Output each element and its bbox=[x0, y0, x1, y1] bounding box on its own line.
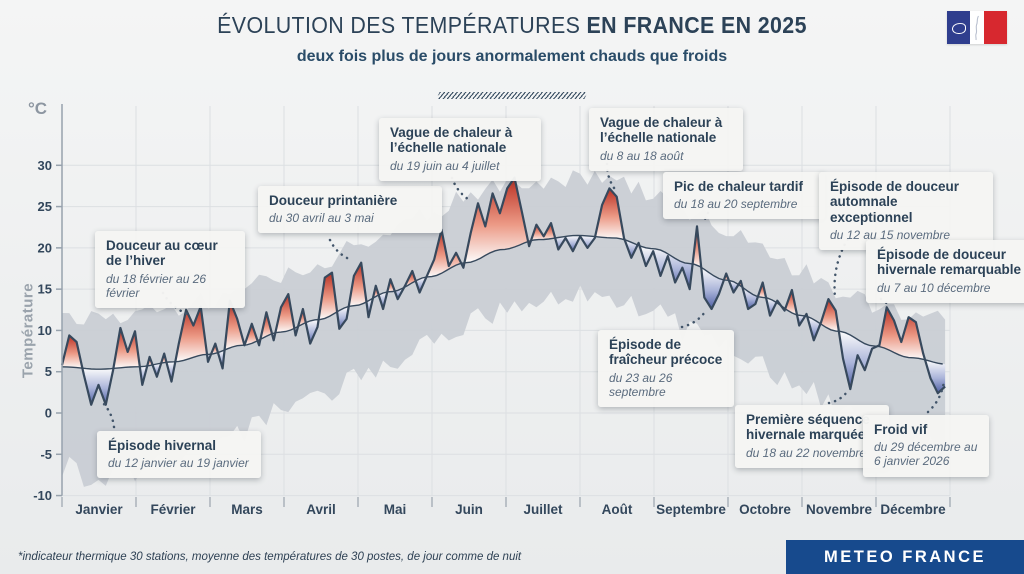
cold-anomaly-fill bbox=[807, 316, 821, 341]
axes: 30 25 20 15 10 5 0 -5 -10 Janvier Février Mars Avril… bbox=[33, 104, 951, 517]
warm-anomaly-fill bbox=[426, 229, 462, 277]
month-label: Septembre bbox=[656, 502, 726, 517]
page-title-regular: ÉVOLUTION DES TEMPÉRATURES bbox=[217, 12, 587, 38]
month-label: Novembre bbox=[806, 502, 873, 517]
cold-anomaly-fill bbox=[925, 359, 946, 394]
cold-anomaly-fill bbox=[766, 298, 777, 316]
y-tick-label: -10 bbox=[33, 488, 52, 503]
month-label: Avril bbox=[306, 502, 336, 517]
annotation-leader-sequence-hivernale bbox=[827, 390, 849, 405]
y-tick-label: 30 bbox=[38, 158, 52, 173]
marianne-profile-icon bbox=[975, 15, 979, 41]
french-government-logo bbox=[947, 11, 1007, 44]
month-label: Janvier bbox=[75, 502, 123, 517]
temperature-lines bbox=[60, 176, 946, 406]
y-tick-label: 0 bbox=[45, 406, 52, 421]
annotation-leader-fraicheur-precoce bbox=[680, 310, 707, 329]
footnote: *indicateur thermique 30 stations, moyen… bbox=[18, 551, 522, 563]
cold-anomaly-fill bbox=[838, 331, 877, 390]
annotation-leader-douceur-printaniere bbox=[328, 238, 351, 261]
warm-anomaly-fill bbox=[820, 299, 839, 332]
warm-anomaly-fill bbox=[785, 290, 797, 315]
reference-band bbox=[62, 170, 946, 487]
cold-anomaly-fill bbox=[337, 306, 349, 329]
flag-blue-block bbox=[947, 11, 970, 44]
month-label: Juillet bbox=[523, 502, 563, 517]
warm-anomaly-fill bbox=[175, 306, 207, 362]
annotation-leader-douceur-automnale bbox=[833, 232, 853, 299]
warm-anomaly-fill bbox=[692, 226, 702, 268]
daily-temperature-line bbox=[60, 176, 946, 406]
month-label: Juin bbox=[455, 502, 483, 517]
month-label: Octobre bbox=[739, 502, 791, 517]
month-label: Décembre bbox=[880, 502, 946, 517]
month-label: Mai bbox=[384, 502, 407, 517]
y-tick-label: 5 bbox=[45, 364, 52, 379]
y-tick-label: 25 bbox=[38, 199, 52, 214]
warm-anomaly-fill bbox=[464, 177, 529, 263]
annotation-leader-douceur-hivernale-dec bbox=[879, 297, 893, 306]
page-title: ÉVOLUTION DES TEMPÉRATURES EN FRANCE EN … bbox=[36, 12, 988, 39]
y-tick-label: 20 bbox=[38, 240, 52, 255]
page-title-bold: EN FRANCE EN 2025 bbox=[586, 12, 807, 38]
page-subtitle: deux fois plus de jours anormalement cha… bbox=[296, 48, 728, 65]
cold-anomaly-fill bbox=[555, 235, 596, 252]
month-label: Août bbox=[602, 502, 633, 517]
reference-band-area bbox=[62, 170, 946, 487]
warm-anomaly-fill bbox=[244, 323, 258, 346]
y-tick-label: 10 bbox=[38, 323, 52, 338]
warm-anomaly-fill bbox=[260, 312, 272, 340]
flag-red-block bbox=[984, 11, 1007, 44]
y-tick-label: 15 bbox=[38, 282, 52, 297]
annotation-leader-froid-vif bbox=[926, 379, 946, 414]
warm-anomaly-fill bbox=[62, 335, 83, 369]
marianne-silhouette bbox=[970, 11, 984, 44]
month-label: Mars bbox=[231, 502, 263, 517]
y-axis-unit: °C bbox=[28, 99, 48, 118]
meteo-france-logo: METEO FRANCE bbox=[786, 540, 1024, 574]
warm-anomaly-fill bbox=[758, 282, 767, 299]
month-label: Février bbox=[150, 502, 196, 517]
header: ÉVOLUTION DES TEMPÉRATURES EN FRANCE EN … bbox=[0, 0, 1024, 104]
y-tick-label: -5 bbox=[40, 447, 52, 462]
cold-anomaly-fill bbox=[701, 267, 724, 309]
